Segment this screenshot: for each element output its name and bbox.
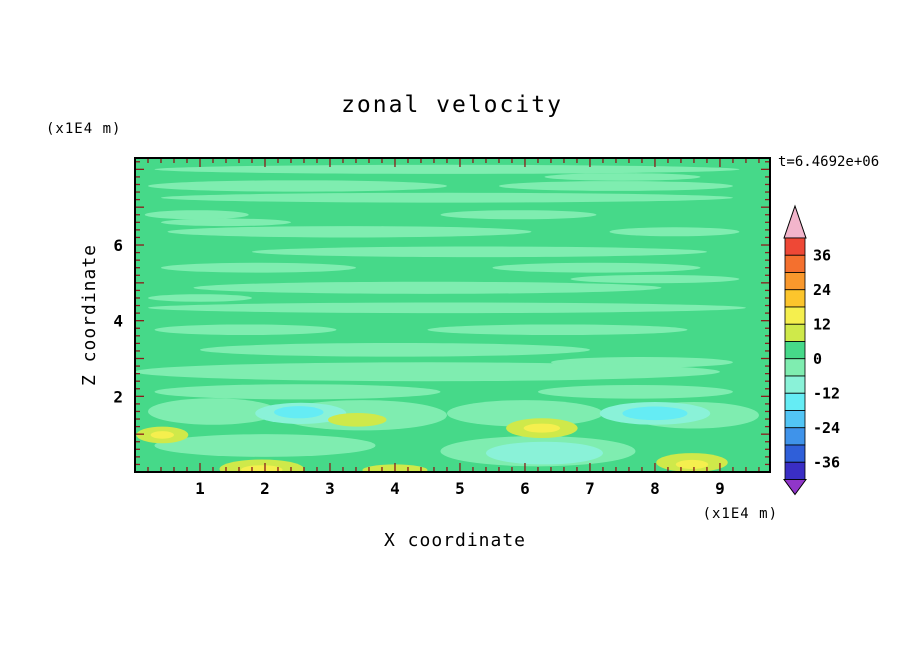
contour-blob [498, 181, 733, 191]
colorbar-label: 24 [813, 281, 831, 299]
colorbar-segment [784, 375, 806, 394]
contour-blob [199, 342, 590, 357]
contour-blob [328, 412, 387, 427]
contour-blob [485, 441, 603, 465]
time-annotation: t=6.4692e+06 [778, 154, 879, 170]
contour-blob [167, 226, 532, 238]
colorbar-segment [784, 444, 806, 463]
colorbar-segment [784, 410, 806, 429]
contour-blob [147, 294, 252, 302]
contour-blob [609, 227, 740, 237]
colorbar-segment [784, 323, 806, 342]
plot-frame [134, 157, 771, 473]
colorbar-label: 0 [813, 350, 822, 368]
y-tick-label: 4 [113, 312, 123, 331]
contour-blob [144, 210, 249, 220]
contour-blob [537, 384, 733, 399]
contour-blob [675, 459, 709, 469]
contour-blob [523, 423, 561, 433]
colorbar-arrow-top [783, 204, 807, 239]
contour-blob [154, 434, 376, 457]
colorbar-segment [784, 427, 806, 446]
contour-blob [446, 400, 603, 427]
x-tick-label: 8 [650, 479, 660, 498]
colorbar-arrow-bottom [783, 479, 807, 496]
contour-blob [193, 281, 662, 294]
contour-blob [570, 274, 740, 284]
colorbar-segment [784, 306, 806, 325]
contour-blob [440, 210, 597, 220]
x-tick-label: 1 [195, 479, 205, 498]
y-axis-label: Z coordinate [79, 244, 100, 386]
colorbar-segment [784, 254, 806, 273]
colorbar-segment [784, 272, 806, 291]
contour-blob [492, 262, 701, 273]
contour-blob [147, 302, 746, 314]
contour-blob [147, 180, 447, 192]
contour-blob [154, 164, 740, 174]
x-axis-unit-label: (x1E4 m) [703, 506, 778, 522]
colorbar-label: 36 [813, 246, 831, 264]
axis-ticks [136, 159, 769, 471]
colorbar-label: -24 [813, 419, 840, 437]
contour-blob [427, 324, 688, 336]
x-tick-label: 2 [260, 479, 270, 498]
colorbar-segment [784, 341, 806, 360]
contour-blob [544, 173, 701, 181]
contour-blob [135, 362, 720, 382]
contour-blob [274, 406, 324, 419]
contour-blob [154, 324, 337, 336]
x-tick-label: 7 [585, 479, 595, 498]
contour-blob [160, 218, 291, 227]
x-tick-label: 4 [390, 479, 400, 498]
contour-blob [154, 384, 441, 400]
x-tick-label: 9 [715, 479, 725, 498]
colorbar-label: -36 [813, 453, 840, 471]
y-tick-label: 2 [113, 387, 123, 406]
y-tick-label: 6 [113, 236, 123, 255]
contour-field [135, 158, 770, 472]
x-tick-label: 3 [325, 479, 335, 498]
x-tick-label: 5 [455, 479, 465, 498]
colorbar-segment [784, 289, 806, 308]
contour-blob [147, 398, 278, 425]
colorbar-segment [784, 461, 806, 480]
tick-labels: 1 2 3 4 5 6 7 8 9 2 4 6 [113, 236, 724, 498]
x-tick-label: 6 [520, 479, 530, 498]
contour-blob [160, 262, 356, 273]
y-axis-unit-label: (x1E4 m) [46, 121, 121, 137]
contour-blob [160, 192, 733, 203]
colorbar: 36 24 12 0 -12 -24 -36 [783, 204, 840, 496]
contour-blob [622, 406, 688, 421]
plot-title: zonal velocity [341, 92, 563, 118]
colorbar-label: -12 [813, 384, 840, 402]
contour-blob [150, 431, 174, 439]
x-axis-label: X coordinate [384, 530, 526, 551]
colorbar-segment [784, 358, 806, 377]
colorbar-segment [784, 392, 806, 411]
colorbar-segment [784, 237, 806, 256]
contour-blob [251, 246, 707, 258]
colorbar-label: 12 [813, 315, 831, 333]
